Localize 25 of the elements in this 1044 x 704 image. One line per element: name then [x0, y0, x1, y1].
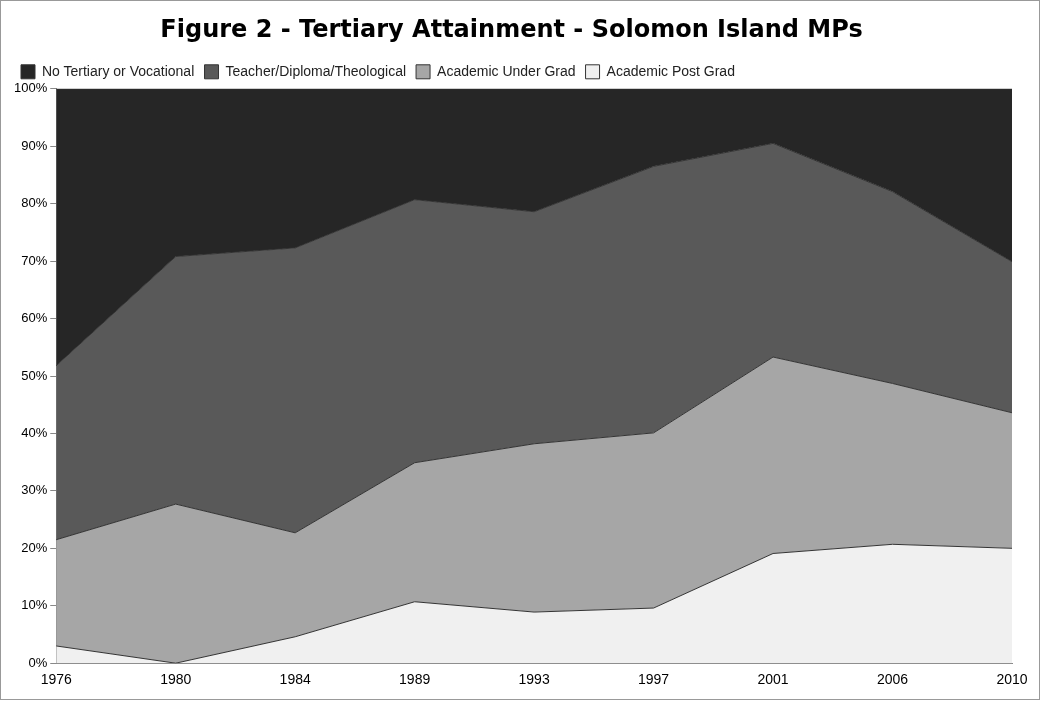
- x-tick-label: 2006: [876, 671, 909, 688]
- x-tick-label: 1997: [638, 671, 670, 688]
- x-tick-label: 2010: [996, 671, 1028, 688]
- y-tick-label: 10%: [21, 597, 48, 613]
- legend-label: Academic Under Grad: [437, 62, 576, 79]
- legend-label: No Tertiary or Vocational: [42, 62, 195, 79]
- y-tick-label: 80%: [21, 195, 48, 211]
- x-tick-label: 2001: [757, 671, 789, 688]
- y-tick-label: 40%: [21, 425, 48, 441]
- chart-title: Figure 2 - Tertiary Attainment - Solomon Island MPs: [160, 14, 863, 43]
- x-tick-label: 1984: [279, 671, 311, 688]
- y-tick-label: 20%: [21, 539, 48, 555]
- x-tick-label: 1989: [399, 671, 431, 688]
- y-tick-label: 0%: [28, 654, 48, 670]
- legend-label: Teacher/Diploma/Theological: [225, 62, 407, 79]
- y-tick-label: 30%: [21, 482, 48, 498]
- x-tick-label: 1980: [160, 671, 192, 688]
- y-tick-label: 90%: [21, 137, 48, 153]
- x-tick-label: 1993: [518, 671, 550, 688]
- legend-label: Academic Post Grad: [606, 62, 735, 79]
- y-tick-label: 50%: [21, 367, 48, 383]
- y-tick-label: 60%: [21, 310, 48, 326]
- y-tick-label: 100%: [14, 80, 48, 96]
- x-tick-label: 1976: [40, 671, 73, 688]
- y-tick-label: 70%: [21, 252, 48, 268]
